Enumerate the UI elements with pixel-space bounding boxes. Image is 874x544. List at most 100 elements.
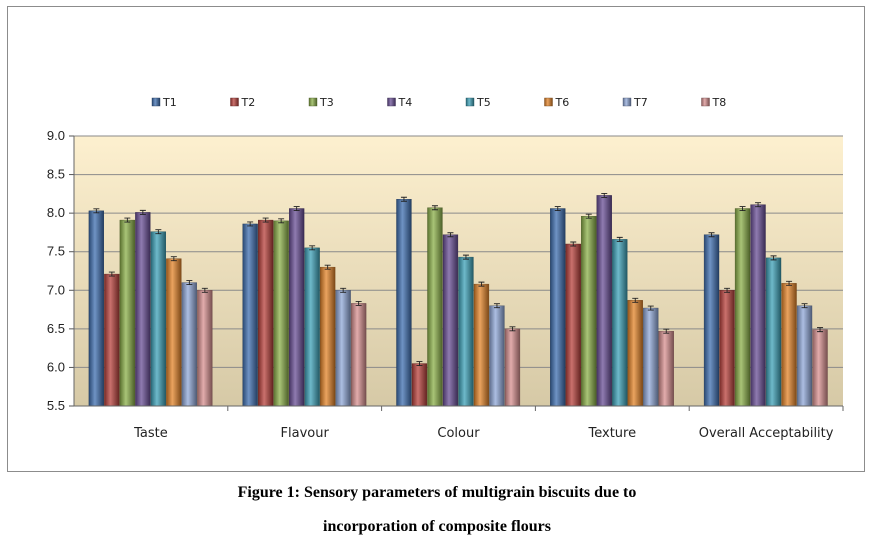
error-bar [170,256,177,262]
x-tick-label: Overall Acceptability [699,426,834,441]
bar-t1-2 [242,223,258,407]
legend-swatch-t3 [308,97,318,107]
error-bar [663,328,670,334]
legend-swatch-t7 [622,97,632,107]
error-bar [462,254,469,260]
bar-t3-3 [427,207,443,407]
error-bar [601,192,608,198]
error-bar [186,280,193,286]
error-bar [585,213,592,219]
error-bar [247,221,254,227]
y-tick-label: 8.5 [47,167,65,182]
bar-t2-1 [104,273,120,407]
bar-t1-4 [550,208,566,407]
legend-swatch-t2 [230,97,239,107]
error-bar [447,232,454,238]
y-tick-label: 6.5 [47,321,65,336]
error-bar [755,202,762,208]
bar-t8-4 [658,330,674,407]
error-bar [278,218,285,224]
legend-swatch-t1 [151,97,161,107]
error-bar [293,206,300,211]
legend-swatch-t6 [544,97,553,107]
error-bar [309,245,316,251]
error-bar [124,217,131,223]
legend-swatch-t4 [387,97,396,107]
bar-t8-1 [197,290,213,407]
bar-t3-2 [273,220,289,407]
bar-t7-2 [335,290,351,407]
bar-t7-5 [796,305,813,407]
bar-t4-2 [289,208,305,407]
error-bar [416,361,423,367]
bars [88,192,828,407]
bar-t3-5 [734,208,751,407]
error-bar [493,303,500,309]
bar-t2-4 [565,243,581,407]
bar-t5-5 [765,257,782,407]
legend-label-t2: T2 [241,96,256,109]
x-tick-label: Taste [133,426,168,441]
bar-t8-2 [351,303,367,407]
bar-t4-4 [596,195,612,407]
axes: 5.5 6.0 6.5 7.0 7.5 8.0 8.5 9.0 Taste Flavour Colo… [47,128,844,441]
legend-swatch-t5 [465,97,475,107]
legend: T1 T2 T3 T4 T5 T6 T7 T8 [151,96,727,109]
error-bar [708,232,715,238]
error-bar [324,264,331,270]
error-bar [262,217,269,223]
bar-t2-3 [411,363,428,407]
error-bar [570,241,577,247]
bar-t4-1 [135,212,151,407]
y-tick-label: 9.0 [47,128,65,143]
figure-caption-line-2: incorporation of composite flours [323,518,551,535]
figure-caption-line-1: Figure 1: Sensory parameters of multigra… [237,484,637,501]
bar-t5-4 [612,239,628,407]
error-bar [355,300,362,306]
y-tick-label: 5.5 [47,398,65,413]
y-tick-label: 6.0 [47,359,65,374]
legend-label-t7: T7 [633,96,648,109]
bar-t6-5 [781,283,797,407]
bar-t4-5 [750,204,766,407]
bar-t5-1 [150,231,166,407]
bar-t6-3 [473,283,490,407]
error-bar [724,287,731,293]
error-bar [647,305,654,311]
bar-t6-4 [627,300,643,407]
error-bar [786,280,793,286]
error-bar [340,287,347,293]
x-tick-label: Flavour [281,426,330,441]
error-bar [632,297,639,303]
legend-label-t6: T6 [555,96,570,109]
error-bar [817,327,824,333]
error-bar [108,271,115,277]
bar-t1-1 [88,210,105,407]
legend-label-t5: T5 [476,96,491,109]
bar-t5-2 [304,247,320,407]
error-bar [155,229,162,235]
y-tick-label: 7.5 [47,244,65,259]
bar-t7-4 [643,307,659,407]
error-bar [509,326,516,332]
error-bar [431,205,438,211]
x-tick-label: Colour [437,426,480,441]
bar-t1-5 [703,234,720,407]
bar-t3-1 [119,219,136,407]
bar-t6-1 [166,258,182,407]
error-bar [139,209,146,215]
error-bar [739,206,746,211]
bar-t5-3 [458,256,474,407]
legend-label-t4: T4 [398,96,413,109]
error-bar [554,206,561,211]
y-tick-label: 8.0 [47,205,65,220]
bar-t7-3 [489,305,505,407]
bar-t4-3 [442,234,459,407]
legend-label-t3: T3 [319,96,334,109]
error-bar [770,255,777,261]
error-bar [400,196,407,202]
legend-label-t8: T8 [712,96,727,109]
bar-t8-5 [812,329,828,407]
legend-swatch-t8 [701,97,710,107]
